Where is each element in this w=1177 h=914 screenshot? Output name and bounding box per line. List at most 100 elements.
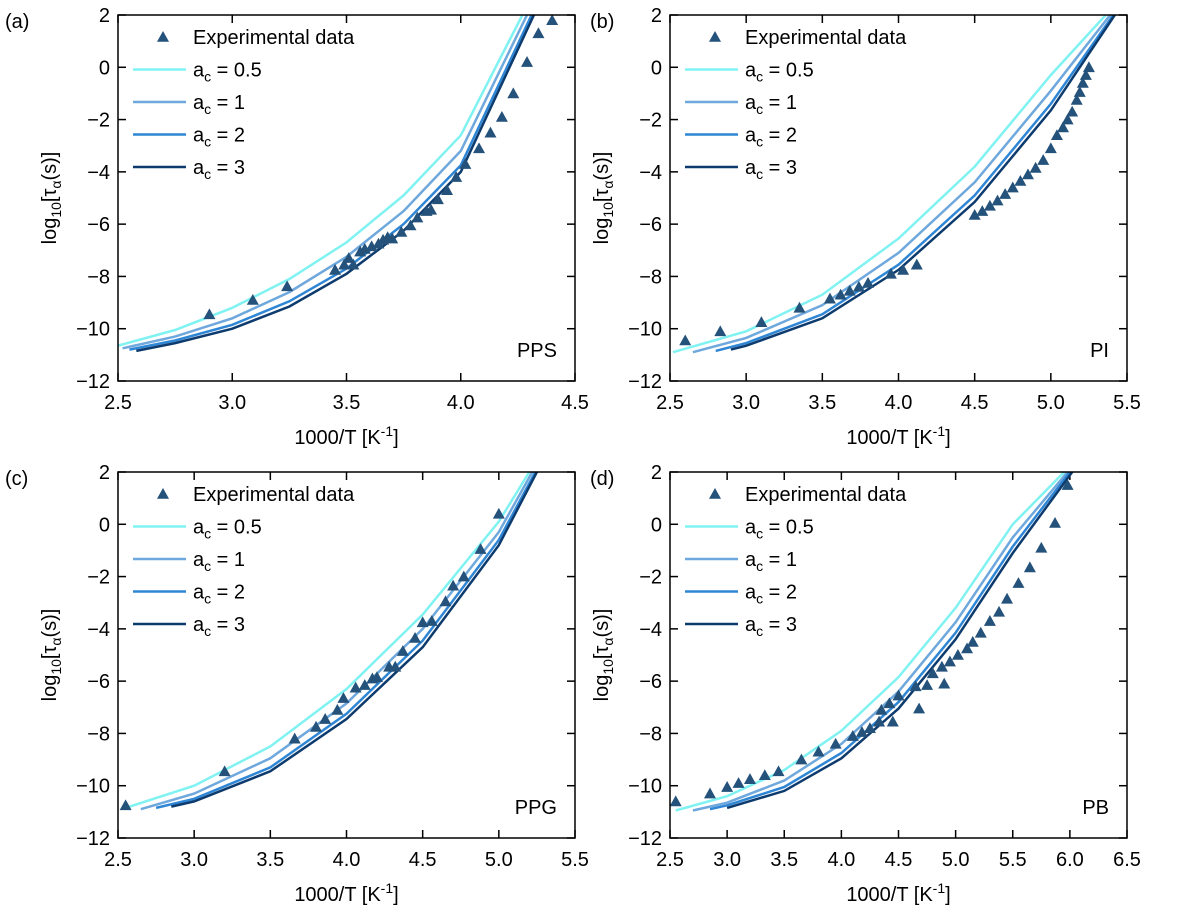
x-tick-label: 5.0 <box>1037 392 1065 414</box>
data-point <box>439 595 452 607</box>
data-point <box>886 715 899 727</box>
data-point <box>721 781 734 792</box>
y-axis-label: log10[τα(s)] <box>591 152 616 245</box>
legend-label-part: = 1 <box>211 549 245 571</box>
data-point <box>999 188 1012 199</box>
data-point <box>331 703 344 715</box>
legend-label-part: a <box>193 60 205 82</box>
legend-label-part: a <box>745 60 757 82</box>
legend-label: ac = 0.5 <box>193 517 262 542</box>
y-tick-label: 2 <box>99 5 110 27</box>
x-tick-label: 4.0 <box>885 392 913 414</box>
data-point <box>968 208 981 220</box>
data-point <box>395 225 408 237</box>
legend-label-part: a <box>745 582 757 604</box>
legend-label-part: a <box>745 517 757 539</box>
panel-label: (b) <box>590 11 614 33</box>
x-axis-label: 1000/T [K-1] <box>294 880 398 906</box>
y-axis-label-part: 10 <box>600 659 616 675</box>
data-point <box>1082 61 1095 73</box>
data-point <box>1012 577 1025 588</box>
data-point <box>459 158 472 169</box>
curve <box>730 15 1116 351</box>
legend-label-part: = 0.5 <box>763 517 814 539</box>
x-tick-label: 5.0 <box>485 849 513 871</box>
legend-label-part: = 1 <box>211 92 245 114</box>
data-point <box>310 720 323 732</box>
data-point <box>1066 105 1079 117</box>
annotation: PI <box>1090 340 1109 362</box>
x-tick-label: 6.5 <box>1113 849 1141 871</box>
data-point <box>974 626 987 638</box>
x-axis-label-part: 1000/T [K <box>294 427 381 449</box>
data-point <box>329 263 342 275</box>
data-point <box>852 280 865 292</box>
y-tick-label: −6 <box>87 671 110 693</box>
legend-label-part: c <box>756 623 763 639</box>
x-tick-label: 3.5 <box>770 849 798 871</box>
y-tick-label: −4 <box>87 619 110 641</box>
data-point <box>966 635 979 647</box>
legend-label-part: c <box>204 623 211 639</box>
data-point <box>425 203 438 215</box>
y-tick-label: −4 <box>639 619 662 641</box>
x-axis-label-part: ] <box>393 427 399 449</box>
data-point <box>913 702 926 714</box>
data-point <box>1014 175 1027 186</box>
y-tick-label: −12 <box>76 371 110 393</box>
x-tick-label: 3.0 <box>180 849 208 871</box>
legend-marker <box>157 31 169 42</box>
y-axis-label-part: α <box>600 181 616 189</box>
legend-label-part: = 2 <box>763 125 797 147</box>
legend-label-part: = 0.5 <box>211 517 262 539</box>
legend-label-part: = 2 <box>211 125 245 147</box>
legend-label-part: = 2 <box>763 582 797 604</box>
curve <box>118 15 524 347</box>
legend-label: Experimental data <box>193 484 355 506</box>
data-point <box>812 745 825 757</box>
data-point <box>855 726 868 737</box>
x-tick-label: 4.0 <box>333 849 361 871</box>
y-tick-label: −10 <box>76 776 110 798</box>
data-point <box>921 679 934 690</box>
legend-label-part: c <box>756 69 763 85</box>
data-point <box>404 219 417 231</box>
legend-label-part: = 1 <box>763 92 797 114</box>
data-point <box>961 642 974 654</box>
legend-label: ac = 3 <box>193 157 245 182</box>
y-axis-label-part: [τ <box>39 189 61 203</box>
data-point <box>447 579 460 591</box>
x-tick-label: 4.5 <box>409 849 437 871</box>
legend-label-part: a <box>193 92 205 114</box>
y-axis-label-part: (s)] <box>591 152 613 181</box>
plot-frame <box>117 471 576 839</box>
data-point <box>347 258 360 270</box>
legend-label-part: = 1 <box>763 549 797 571</box>
y-tick-label: −12 <box>76 828 110 850</box>
legend-label-part: c <box>204 591 211 607</box>
y-axis-label-part: α <box>600 638 616 646</box>
data-point <box>910 258 923 270</box>
data-point <box>1061 479 1074 490</box>
data-point <box>1049 516 1062 528</box>
y-tick-label: −4 <box>639 162 662 184</box>
data-point <box>935 660 948 672</box>
data-point <box>411 211 424 223</box>
curve <box>692 15 1112 354</box>
data-point <box>358 679 371 690</box>
legend-label-part: = 2 <box>211 582 245 604</box>
data-point <box>450 171 463 182</box>
data-point <box>218 765 231 777</box>
panel-label: (c) <box>5 468 28 490</box>
legend-label: ac = 1 <box>193 549 245 574</box>
x-axis-label: 1000/T [K-1] <box>294 423 398 449</box>
data-point <box>892 689 905 701</box>
data-point <box>507 87 520 99</box>
data-point <box>875 703 888 715</box>
y-tick-label: −8 <box>639 266 662 288</box>
data-point <box>795 753 808 765</box>
legend-label-part: = 3 <box>211 157 245 179</box>
x-tick-label: 4.5 <box>961 392 989 414</box>
data-point <box>349 681 362 693</box>
legend-label-part: a <box>745 92 757 114</box>
